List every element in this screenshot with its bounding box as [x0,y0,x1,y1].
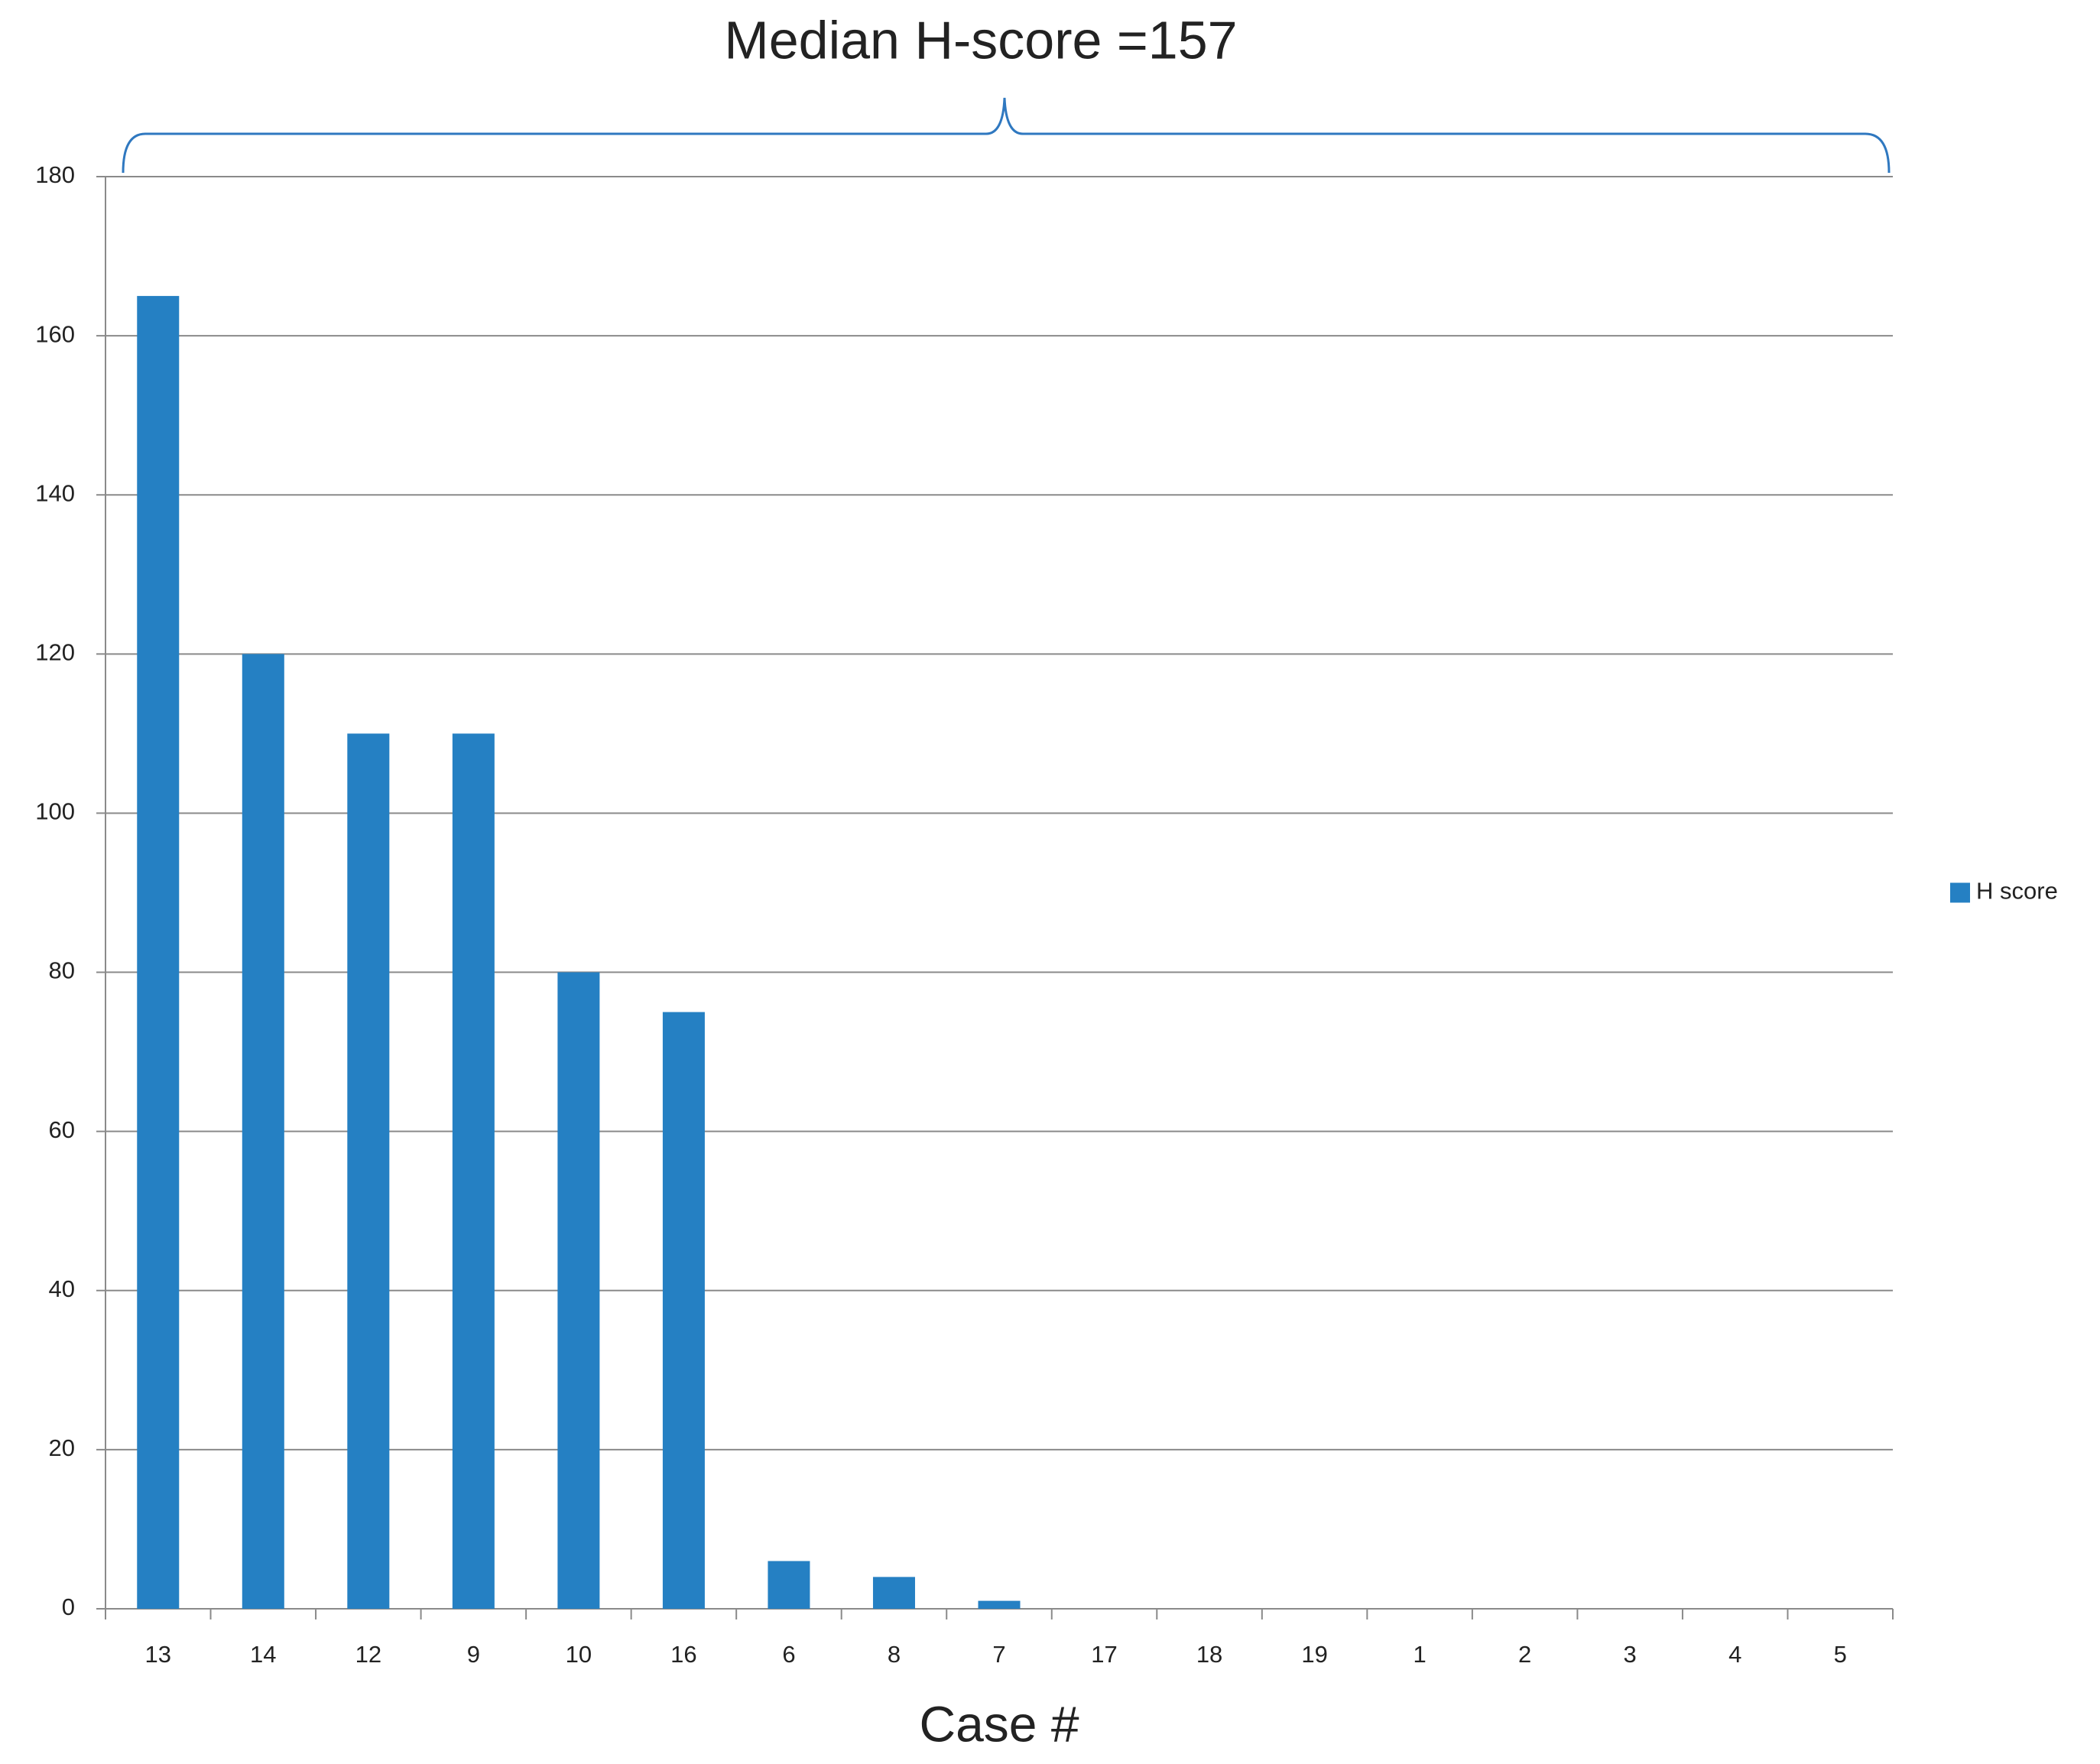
y-tick-label: 120 [35,639,75,666]
x-tick-label: 18 [1196,1641,1222,1668]
y-tick-label: 180 [35,161,75,188]
x-tick-label: 5 [1834,1641,1847,1668]
brace [122,97,1891,174]
bar [768,1561,810,1609]
bar [242,654,284,1610]
x-tick-label: 7 [992,1641,1005,1668]
x-tick-label: 19 [1301,1641,1327,1668]
y-tick-label: 20 [49,1434,75,1461]
y-tick-label: 80 [49,957,75,984]
y-tick-label: 100 [35,798,75,825]
x-tick-label: 2 [1518,1641,1531,1668]
x-tick-label: 1 [1413,1641,1426,1668]
x-tick-label: 17 [1091,1641,1117,1668]
x-tick-label: 13 [145,1641,171,1668]
x-tick-label: 3 [1624,1641,1637,1668]
x-tick-label: 6 [782,1641,795,1668]
bar [347,733,390,1609]
bar [978,1600,1021,1609]
x-tick-label: 12 [355,1641,381,1668]
x-tick-label: 14 [250,1641,276,1668]
bar [137,296,180,1609]
y-tick-label: 140 [35,479,75,506]
y-tick-label: 40 [49,1275,75,1302]
x-axis-label: Case # [919,1695,1079,1752]
x-tick-label: 10 [566,1641,592,1668]
bar [452,733,495,1609]
bar [557,972,600,1609]
legend-swatch [1950,882,1970,903]
y-tick-label: 160 [35,320,75,347]
bar [872,1577,915,1609]
annotation: Median H-score =157 [724,10,1237,70]
y-tick-label: 60 [49,1116,75,1143]
y-tick-label: 0 [62,1593,75,1620]
bar [662,1012,705,1609]
legend-label: H score [1976,878,2058,905]
x-tick-label: 4 [1728,1641,1741,1668]
x-tick-label: 9 [467,1641,480,1668]
x-tick-label: 16 [670,1641,696,1668]
x-tick-label: 8 [888,1641,901,1668]
